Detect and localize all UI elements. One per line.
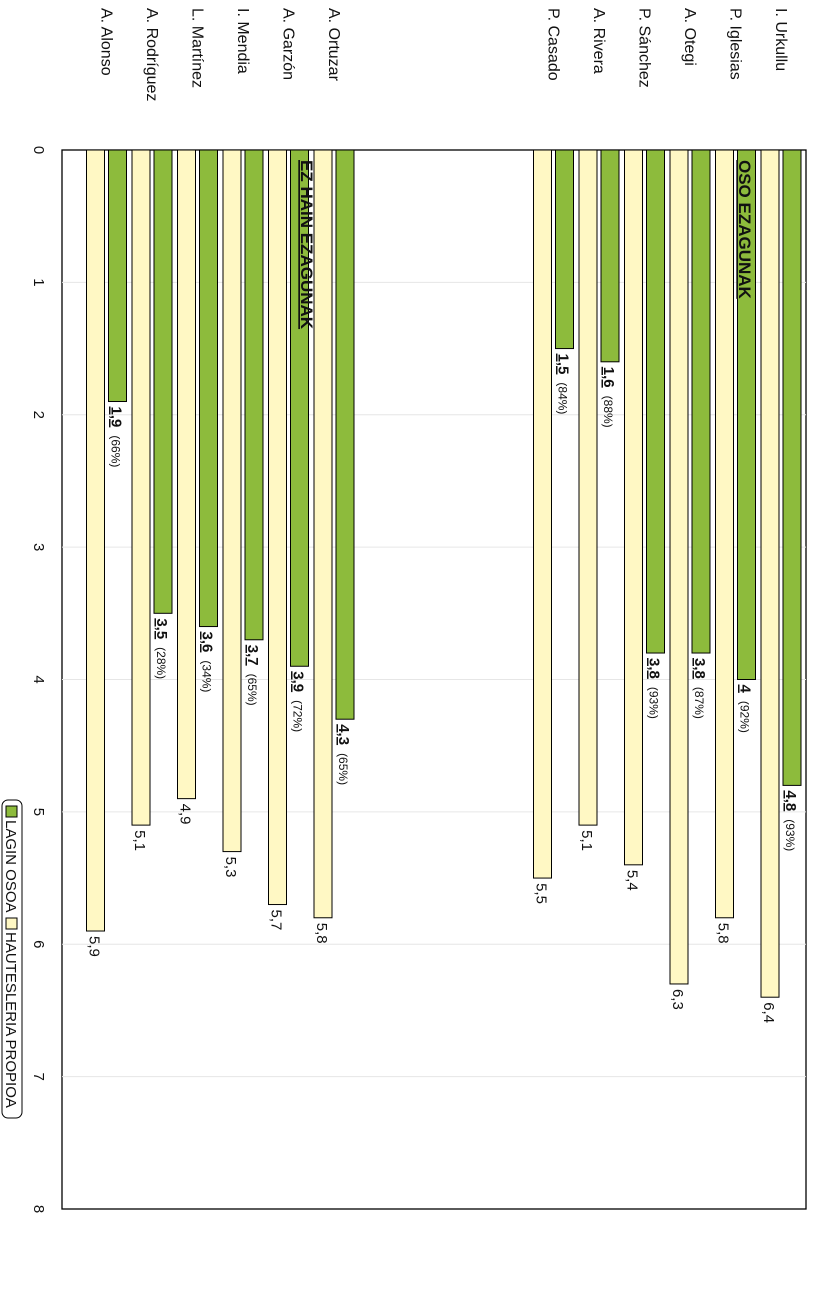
- data-label-hautesleria: 5,8: [313, 923, 330, 944]
- bar-lagin-osoa: [646, 149, 665, 654]
- data-label-lagin: 3,9(72%): [290, 671, 307, 732]
- bar-hautesleria-propioa: [760, 149, 780, 998]
- bar-hautesleria-propioa: [715, 149, 734, 919]
- category-label: P. Casado: [545, 8, 562, 81]
- data-label-hautesleria: 5,4: [624, 870, 641, 891]
- data-label-hautesleria: 5,9: [86, 936, 103, 957]
- tick-label: 8: [30, 1205, 47, 1213]
- category-label: A. Rodríguez: [143, 8, 160, 101]
- data-label-hautesleria: 5,3: [222, 857, 239, 878]
- category-label: L. Martínez: [189, 8, 206, 88]
- bar-lagin-osoa: [199, 149, 218, 628]
- data-label-lagin: 3,5(28%): [153, 618, 170, 679]
- tick-label: 2: [30, 411, 47, 419]
- legend-label-hautesleria-propioa: HAUTESLERIA PROPIOA: [2, 932, 19, 1108]
- bar-hautesleria-propioa: [177, 149, 196, 800]
- category-label: A. Ortuzar: [325, 8, 342, 82]
- data-label-hautesleria: 5,5: [533, 883, 550, 904]
- legend-box: [1, 799, 23, 1119]
- category-label: A. Alonso: [98, 8, 115, 76]
- data-label-lagin: 4,3(65%): [335, 724, 352, 785]
- category-label: P. Iglesias: [727, 8, 744, 80]
- tick-label: 6: [30, 940, 47, 948]
- data-label-lagin: 1,9(66%): [108, 407, 125, 468]
- legend-label-lagin-osoa: LAGIN OSOA: [2, 820, 19, 913]
- data-label-hautesleria: 6,3: [669, 989, 686, 1010]
- bar-lagin-osoa: [737, 149, 756, 680]
- bar-lagin-osoa: [153, 149, 173, 614]
- bar-lagin-osoa: [782, 149, 802, 786]
- bar-hautesleria-propioa: [268, 149, 287, 906]
- tick-label: 1: [30, 278, 47, 286]
- bar-lagin-osoa: [244, 149, 264, 641]
- category-label: A. Rivera: [590, 8, 607, 74]
- tick-label: 7: [30, 1072, 47, 1080]
- group-title: EZ HAIN EZAGUNAK: [297, 160, 316, 330]
- bar-lagin-osoa: [600, 149, 620, 363]
- bar-hautesleria-propioa: [222, 149, 242, 853]
- data-label-lagin: 1,5(84%): [555, 354, 572, 415]
- data-label-lagin: 4,8(93%): [782, 790, 799, 851]
- bar-hautesleria-propioa: [578, 149, 598, 826]
- bar-hautesleria-propioa: [86, 149, 105, 932]
- bar-lagin-osoa: [691, 149, 711, 654]
- legend-swatch-hautesleria-propioa: [5, 917, 18, 930]
- chart-rotated-frame: 4,8(93%) 6,4 4(92%) 5,8 3,8(87%) 6,3 3,8(93%) 5…: [1, 8, 807, 1213]
- bar-lagin-osoa: [335, 149, 355, 720]
- data-label-lagin: 1,6(88%): [600, 367, 617, 428]
- tick-label: 4: [30, 675, 47, 683]
- bar-hautesleria-propioa: [313, 149, 333, 919]
- category-label: A. Otegi: [681, 8, 698, 66]
- bar-lagin-osoa: [108, 149, 127, 403]
- bar-hautesleria-propioa: [624, 149, 643, 866]
- data-label-lagin: 3,6(34%): [199, 632, 216, 693]
- bar-lagin-osoa: [290, 149, 309, 667]
- bar-hautesleria-propioa: [533, 149, 552, 879]
- data-label-hautesleria: 4,9: [177, 804, 194, 825]
- tick-label: 5: [30, 808, 47, 816]
- data-label-lagin: 3,7(65%): [244, 645, 261, 706]
- data-label-hautesleria: 5,7: [268, 910, 285, 931]
- group-title: OSO EZAGUNAK: [735, 160, 754, 300]
- legend: LAGIN OSOA HAUTESLERIA PROPIOA: [1, 799, 23, 1119]
- category-label: I. Mendia: [234, 8, 251, 74]
- data-label-hautesleria: 5,8: [715, 923, 732, 944]
- data-label-lagin: 3,8(93%): [646, 658, 663, 719]
- category-label: I. Urkullu: [772, 8, 789, 71]
- bar-hautesleria-propioa: [131, 149, 151, 826]
- data-label-lagin: 4(92%): [737, 685, 754, 733]
- tick-label: 0: [30, 146, 47, 154]
- legend-swatch-lagin-osoa: [5, 805, 18, 818]
- tick-label: 3: [30, 543, 47, 551]
- category-label: A. Garzón: [280, 8, 297, 80]
- bar-hautesleria-propioa: [669, 149, 689, 985]
- data-label-hautesleria: 5,1: [578, 830, 595, 851]
- category-label: P. Sánchez: [636, 8, 653, 88]
- bars: 4,8(93%) 6,4 4(92%) 5,8 3,8(87%) 6,3 3,8(93%) 5…: [86, 149, 802, 1023]
- x-axis-ticks: 0 1 2 3 4 5 6 7 8: [30, 146, 47, 1213]
- category-labels: OSO EZAGUNAK I. Urkullu P. Iglesias A. Oteg…: [98, 8, 790, 330]
- data-label-hautesleria: 6,4: [760, 1002, 777, 1023]
- data-label-lagin: 3,8(87%): [691, 658, 708, 719]
- bar-lagin-osoa: [555, 149, 574, 350]
- data-label-hautesleria: 5,1: [131, 830, 148, 851]
